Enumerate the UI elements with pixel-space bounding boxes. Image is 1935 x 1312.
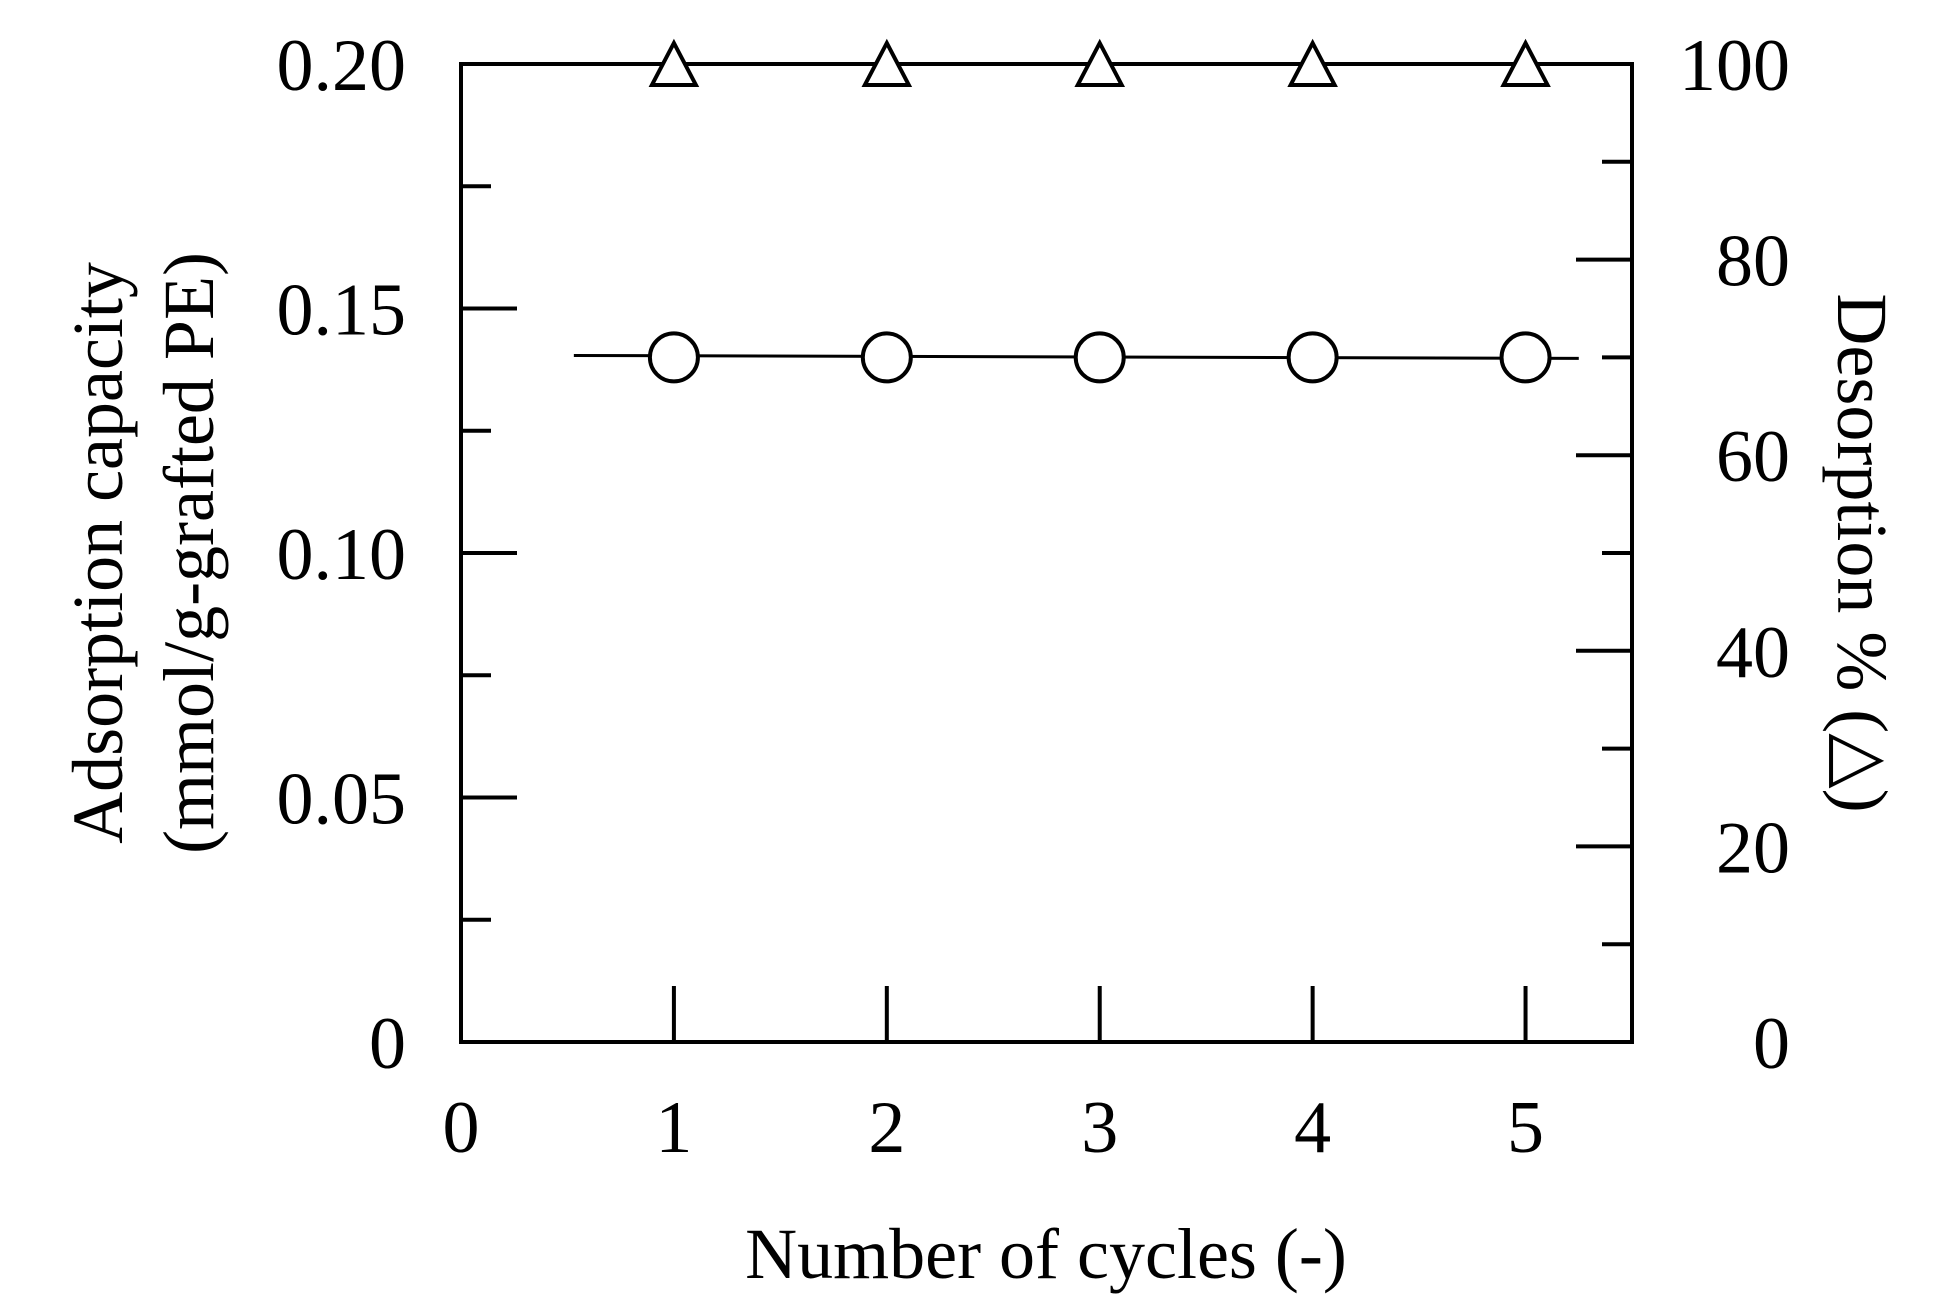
series-markers	[647, 38, 1552, 384]
x-axis-title: Number of cycles (-)	[745, 1214, 1347, 1294]
y-axis-title-line-1: Adsorption capacity	[58, 262, 138, 844]
x-tick-label: 5	[1507, 1087, 1544, 1169]
y-tick-label: 0	[369, 1003, 406, 1085]
y2-axis-title: Desorption % (△)	[1822, 293, 1902, 812]
y2-tick-label: 0	[1753, 1003, 1790, 1085]
circle-point	[1499, 331, 1552, 384]
y2-tick-label: 100	[1679, 25, 1790, 107]
y2-tick-label: 60	[1716, 416, 1790, 498]
plot-frame	[459, 62, 1634, 1044]
x-axis-ticks: 0 1 2 3 4 5	[443, 986, 1544, 1169]
triangle-point	[1500, 38, 1551, 87]
x-tick-label: 2	[868, 1087, 905, 1169]
y-axis-ticks: 0 0.05 0.10 0.15 0.20	[277, 25, 517, 1085]
triangle-point	[1074, 38, 1126, 87]
y2-axis-ticks: 0 20 40 60 80 100	[1576, 25, 1790, 1085]
y2-tick-label: 20	[1716, 807, 1790, 889]
y-tick-label: 0.10	[277, 514, 407, 596]
triangle-point	[1287, 38, 1338, 87]
y-tick-label: 0.15	[277, 270, 407, 352]
triangle-point	[648, 38, 700, 87]
y-axis-title-line-2: (mmol/g-grafted PE)	[149, 252, 229, 854]
circle-point	[1286, 331, 1339, 384]
y2-tick-label: 40	[1716, 612, 1790, 694]
circle-point	[1073, 331, 1126, 384]
circle-point	[860, 331, 913, 384]
x-tick-label: 4	[1294, 1087, 1331, 1169]
y-tick-label: 0.05	[277, 759, 407, 841]
x-tick-label: 1	[655, 1087, 692, 1169]
y2-tick-label: 80	[1716, 221, 1790, 303]
triangle-point	[861, 38, 913, 87]
y-tick-label: 0.20	[277, 25, 407, 107]
circle-point	[647, 331, 700, 384]
x-tick-label: 3	[1081, 1087, 1118, 1169]
x-tick-label: 0	[443, 1087, 480, 1169]
